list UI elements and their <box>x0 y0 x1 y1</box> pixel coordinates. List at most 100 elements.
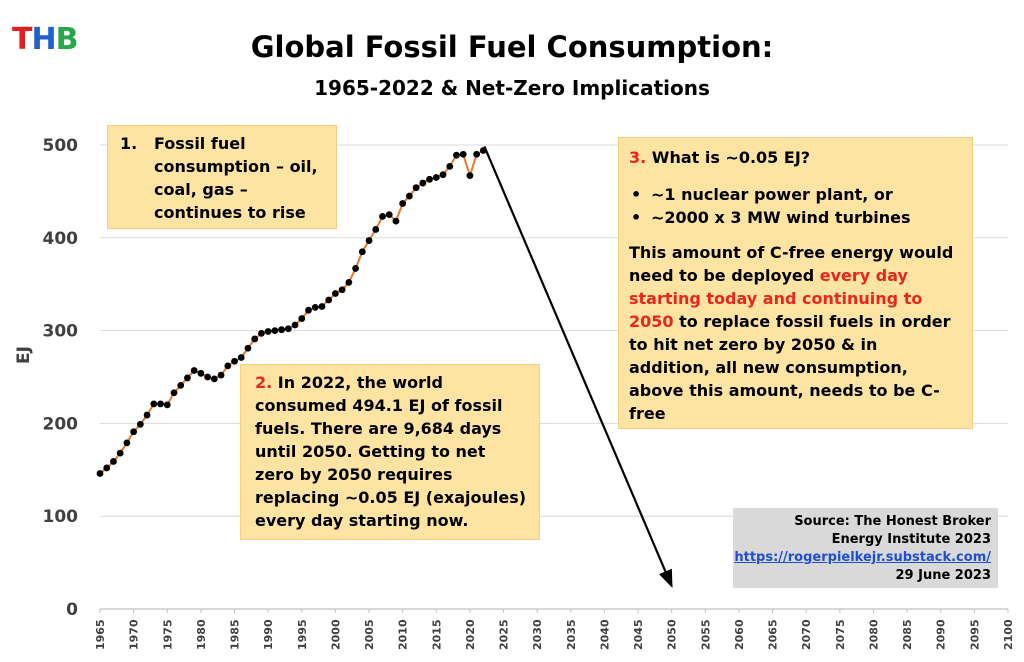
data-point <box>298 315 306 322</box>
data-point <box>184 374 191 382</box>
data-point <box>284 325 292 333</box>
data-point <box>325 296 333 304</box>
data-point <box>258 329 265 337</box>
annotation-box-3: 3. What is ~0.05 EJ? ~1 nuclear power pl… <box>618 137 973 429</box>
source-box: Source: The Honest Broker Energy Institu… <box>733 508 998 588</box>
arrow-shaft <box>483 146 673 587</box>
y-tick-label: 300 <box>43 322 79 342</box>
x-tick-label: 2095 <box>968 619 981 650</box>
x-tick-label: 1975 <box>161 619 174 650</box>
x-tick-label: 2065 <box>767 619 780 650</box>
logo-letter-h: H <box>31 22 56 57</box>
data-point <box>237 354 245 361</box>
data-point <box>473 150 481 158</box>
x-tick-label: 2020 <box>464 619 477 650</box>
data-point <box>163 401 171 409</box>
arrow-head <box>658 568 673 588</box>
data-point <box>251 335 259 343</box>
y-tick-label: 200 <box>43 414 79 434</box>
thb-logo: THB <box>12 22 79 57</box>
x-tick-label: 2055 <box>699 619 712 650</box>
data-point <box>459 150 467 158</box>
data-point <box>244 344 252 352</box>
net-zero-arrow <box>483 146 673 588</box>
source-line-1: Source: The Honest Broker <box>794 514 991 529</box>
x-tick-label: 2035 <box>565 619 578 650</box>
data-point <box>311 304 319 311</box>
data-point <box>224 362 232 370</box>
x-tick-label: 2075 <box>834 619 847 650</box>
data-point <box>379 213 386 220</box>
x-tick-label: 2000 <box>329 619 342 650</box>
x-tick-label: 1990 <box>262 619 275 650</box>
annotation-3-bullet: ~2000 x 3 MW wind turbines <box>629 206 962 229</box>
data-point <box>177 381 185 389</box>
data-point <box>372 226 380 233</box>
x-tick-label: 2080 <box>867 619 880 650</box>
x-tick-label: 2015 <box>430 619 443 650</box>
data-point <box>352 265 359 272</box>
y-tick-label: 0 <box>66 600 78 620</box>
annotation-2-number: 2. <box>255 373 273 392</box>
data-point <box>432 174 440 181</box>
x-tick-label: 1970 <box>128 619 141 650</box>
x-tick-label: 2060 <box>733 619 746 650</box>
data-point <box>318 303 326 310</box>
data-point <box>190 367 198 374</box>
data-point <box>426 175 433 183</box>
x-tick-label: 2005 <box>363 619 376 650</box>
x-tick-label: 1985 <box>229 619 242 650</box>
data-point <box>271 327 279 334</box>
x-tick-label: 2010 <box>397 619 410 650</box>
annotation-3-text-a: This amount of C-free energy would need … <box>629 243 954 285</box>
source-link[interactable]: https://rogerpielkejr.substack.com/ <box>734 550 991 565</box>
data-point <box>130 428 138 436</box>
data-point <box>103 464 111 472</box>
data-point <box>217 371 225 379</box>
data-point <box>204 373 212 381</box>
y-tick-labels: 0 100 200 300 400 500 <box>43 136 79 620</box>
data-point <box>332 290 339 297</box>
annotation-3-heading: What is ~0.05 EJ? <box>651 148 811 167</box>
annotation-box-1: 1. Fossil fuel consumption – oil, coal, … <box>107 125 337 229</box>
annotation-3-bullets: ~1 nuclear power plant, or ~2000 x 3 MW … <box>629 183 962 229</box>
data-point <box>338 286 346 294</box>
annotation-3-number: 3. <box>629 148 647 167</box>
x-tick-labels: 1965 1970 1975 1980 1985 1990 1995 2000 2005 2010… <box>94 619 1015 650</box>
x-tick-label: 2030 <box>531 619 544 650</box>
x-tick-label: 2045 <box>632 619 645 650</box>
logo-letter-b: B <box>55 22 79 57</box>
annotation-1-number: 1. <box>120 134 138 153</box>
data-point <box>170 389 178 397</box>
data-point <box>231 357 238 365</box>
data-point <box>358 248 366 256</box>
annotation-3-bullet: ~1 nuclear power plant, or <box>629 183 962 206</box>
annotation-2-text: In 2022, the world consumed 494.1 EJ of … <box>255 373 527 530</box>
data-point <box>305 306 312 314</box>
data-point <box>123 439 131 447</box>
data-point <box>110 458 117 465</box>
chart-title: Global Fossil Fuel Consumption: <box>250 30 774 64</box>
data-point <box>150 400 158 408</box>
chart-subtitle: 1965-2022 & Net-Zero Implications <box>314 76 710 100</box>
logo-letter-t: T <box>12 22 32 57</box>
x-tick-label: 2040 <box>598 619 611 650</box>
y-axis-label: EJ <box>14 346 34 364</box>
data-point <box>446 162 454 170</box>
data-point <box>419 179 427 187</box>
annotation-box-2: 2. In 2022, the world consumed 494.1 EJ … <box>240 364 540 540</box>
annotation-3-heading-row: 3. What is ~0.05 EJ? <box>629 146 962 169</box>
data-point <box>412 184 420 192</box>
data-point <box>365 237 373 244</box>
data-point <box>143 411 151 419</box>
data-point <box>136 420 144 428</box>
x-tick-label: 2085 <box>901 619 914 650</box>
data-point <box>439 171 447 179</box>
x-tick-label: 1995 <box>296 619 309 650</box>
x-tick-label: 2025 <box>498 619 511 650</box>
source-date: 29 June 2023 <box>895 568 992 583</box>
data-point <box>291 321 299 329</box>
data-point <box>453 151 460 159</box>
y-tick-label: 100 <box>43 507 79 527</box>
